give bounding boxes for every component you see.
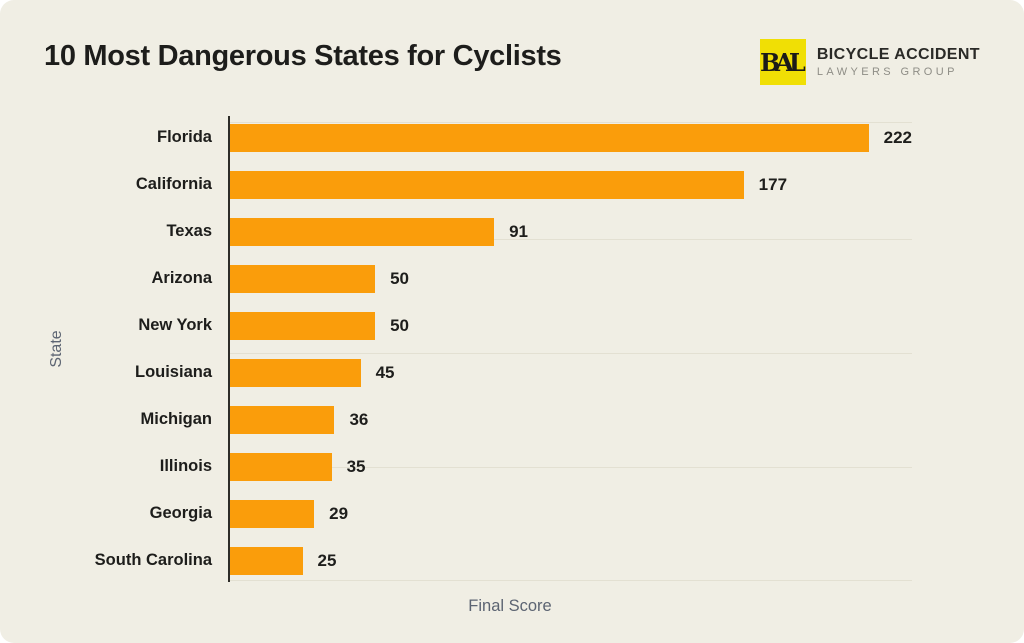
- brand-logo: BAL BICYCLE ACCIDENT LAWYERS GROUP: [759, 39, 980, 85]
- bar-value-label: 29: [329, 503, 349, 523]
- category-label: Georgia: [149, 504, 212, 522]
- bar: [230, 499, 315, 528]
- bar-chart-plot-area: 222 177 91 50 50 45 36 35 29 25: [228, 114, 912, 584]
- bar: [230, 170, 744, 199]
- gridline: [230, 580, 912, 581]
- bar: [230, 405, 335, 434]
- category-label: Texas: [166, 222, 212, 240]
- category-label: New York: [138, 316, 212, 334]
- bar: [230, 123, 869, 152]
- bar-row: 29: [230, 490, 912, 537]
- bar: [230, 452, 332, 481]
- gridline: [230, 353, 912, 354]
- bar-row: 177: [230, 161, 912, 208]
- bar: [230, 546, 303, 575]
- bar-value-label: 25: [317, 550, 337, 570]
- bar-value-label: 177: [758, 174, 788, 194]
- category-label: Arizona: [151, 269, 212, 287]
- bar-value-label: 222: [883, 127, 912, 147]
- category-label: Michigan: [140, 410, 212, 428]
- logo-name: BICYCLE ACCIDENT: [816, 45, 980, 63]
- bar-row: 45: [230, 349, 912, 396]
- bar-row: 91: [230, 208, 912, 255]
- bar-row: 222: [230, 114, 912, 161]
- page-title: 10 Most Dangerous States for Cyclists: [44, 40, 562, 72]
- bar-row: 36: [230, 396, 912, 443]
- bar-row: 50: [230, 255, 912, 302]
- gridline: [230, 467, 912, 468]
- bar-value-label: 45: [375, 362, 395, 382]
- bar-value-label: 91: [509, 221, 528, 241]
- y-axis-spine: [228, 116, 230, 582]
- gridline: [230, 239, 912, 240]
- bar-row: 35: [230, 443, 912, 490]
- bar: [230, 264, 376, 293]
- category-label: Florida: [156, 128, 212, 146]
- category-label: California: [135, 175, 212, 193]
- bar: [230, 358, 361, 387]
- bar-value-label: 36: [349, 409, 369, 429]
- bar-value-label: 50: [390, 315, 410, 335]
- x-axis-title: Final Score: [468, 597, 552, 615]
- bar-value-label: 35: [346, 456, 366, 476]
- bar-rows: 222 177 91 50 50 45 36 35 29 25: [230, 114, 912, 584]
- bar-row: 50: [230, 302, 912, 349]
- category-label: Louisiana: [134, 363, 212, 381]
- logo-subtitle: LAWYERS GROUP: [816, 66, 958, 79]
- gridline: [230, 122, 912, 123]
- bar-value-label: 50: [390, 268, 410, 288]
- bar: [230, 311, 376, 340]
- bar-row: 25: [230, 537, 912, 584]
- category-axis-labels: Florida California Texas Arizona New York Lou…: [0, 114, 212, 584]
- category-label: Illinois: [159, 457, 212, 475]
- logo-monogram-icon: BAL: [759, 39, 806, 85]
- category-label: South Carolina: [94, 551, 212, 569]
- bar: [230, 217, 495, 246]
- logo-text: BICYCLE ACCIDENT LAWYERS GROUP: [817, 46, 980, 79]
